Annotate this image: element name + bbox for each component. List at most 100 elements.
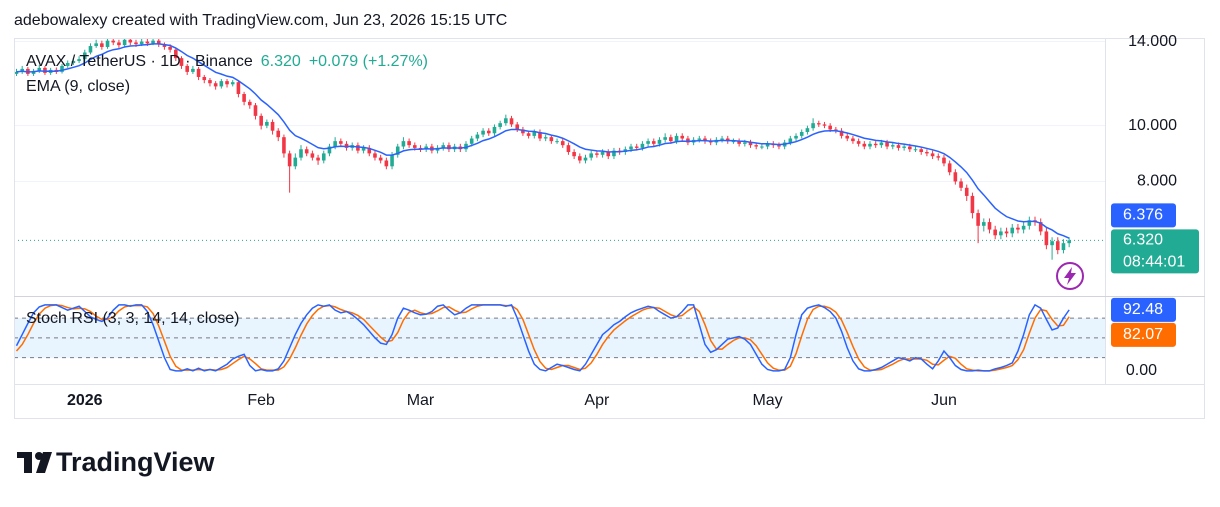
candle-body [919, 149, 924, 153]
candle-body [976, 213, 980, 226]
candle-body [60, 65, 64, 72]
candle-body [925, 152, 929, 154]
candle-body [265, 121, 269, 126]
candle-body [999, 231, 1003, 236]
candle-body [213, 83, 218, 87]
candle-body [321, 153, 326, 161]
candle-body [43, 67, 47, 73]
candle-body [134, 42, 138, 45]
candle-body [407, 141, 411, 146]
candle-body [1061, 243, 1066, 251]
price-tag-bg [1111, 229, 1199, 274]
candle-body [612, 150, 616, 157]
candle-body [208, 80, 212, 84]
x-tick-label: Jun [931, 392, 957, 409]
candle-body [378, 157, 383, 161]
candle-body [333, 141, 337, 147]
candle-body [765, 143, 770, 147]
legend-title: AVAX / TetherUS · 1D · Binance 6.320 +0.07… [26, 53, 428, 70]
candle-body [282, 137, 286, 154]
candle-body [686, 138, 690, 143]
candle-body [247, 101, 252, 106]
candle-body [481, 130, 485, 135]
candle-body [890, 145, 895, 147]
candle-body [851, 138, 855, 142]
y-tick-label: 10.000 [1128, 117, 1177, 134]
candle-body [521, 129, 525, 134]
marks-layer [14, 38, 1071, 372]
candle-body [14, 71, 19, 74]
candle-body [845, 135, 850, 139]
candle-body [754, 145, 758, 147]
y-tick-label: 8.000 [1137, 173, 1177, 190]
candle-body [151, 40, 155, 44]
candle-body [156, 40, 161, 45]
candle-body [600, 152, 605, 155]
candle-body [162, 44, 167, 47]
candle-body [100, 43, 104, 47]
candle-body [526, 133, 531, 136]
candle-body [270, 121, 275, 131]
candle-body [117, 42, 121, 46]
candle-body [589, 153, 593, 158]
price-tag: 6.376 [1123, 207, 1163, 224]
candle-body [947, 163, 952, 173]
candle-body [356, 145, 360, 151]
stoch-legend: Stoch RSI (3, 3, 14, 14, close) [26, 310, 239, 327]
candle-body [299, 149, 303, 158]
chart-frame [14, 38, 1205, 419]
candle-body [424, 146, 428, 150]
candle-body [913, 149, 918, 151]
candle-body [799, 132, 804, 136]
footer-brand: TradingView [56, 447, 216, 477]
candle-body [179, 58, 184, 66]
candle-body [663, 137, 667, 140]
candle-body [634, 146, 639, 148]
candle-body [304, 149, 309, 154]
candle-body [578, 156, 582, 161]
candle-body [885, 142, 889, 147]
candle-body [1027, 220, 1032, 226]
candle-body [993, 229, 997, 236]
candle-body [953, 172, 958, 182]
candle-body [651, 141, 656, 144]
candle-body [902, 146, 906, 148]
candle-body [390, 154, 394, 167]
candle-body [879, 142, 884, 146]
candle-body [395, 146, 400, 155]
symbol-title: AVAX / TetherUS · 1D · Binance [26, 53, 253, 70]
candle-body [595, 153, 599, 155]
candle-body [982, 222, 986, 226]
price-tag: 6.320 [1123, 232, 1163, 249]
candle-body [339, 141, 343, 144]
candle-body [811, 123, 815, 129]
candle-body [82, 52, 87, 60]
candle-body [805, 128, 810, 132]
candle-body [361, 147, 366, 151]
candle-body [737, 141, 741, 144]
candle-body [572, 152, 576, 157]
candle-body [760, 146, 764, 148]
candle-body [640, 143, 645, 148]
candle-body [822, 124, 827, 126]
value-tag-bg [1111, 322, 1176, 347]
candle-body [515, 124, 520, 130]
candle-body [748, 142, 753, 146]
candle-body [583, 157, 588, 161]
candle-body [777, 145, 781, 147]
candle-body [202, 76, 207, 81]
candle-body [509, 118, 514, 125]
candle-body [964, 187, 969, 196]
candle-body [174, 49, 178, 59]
candle-body [65, 62, 70, 66]
x-tick-label: Mar [407, 392, 435, 409]
change: +0.079 (+1.27%) [309, 53, 428, 70]
candle-body [1004, 231, 1009, 234]
candle-body [20, 68, 24, 72]
candle-body [122, 39, 127, 46]
candle-body [680, 135, 685, 139]
candle-body [316, 157, 320, 161]
candle-body [532, 132, 537, 136]
candle-body [441, 145, 446, 148]
